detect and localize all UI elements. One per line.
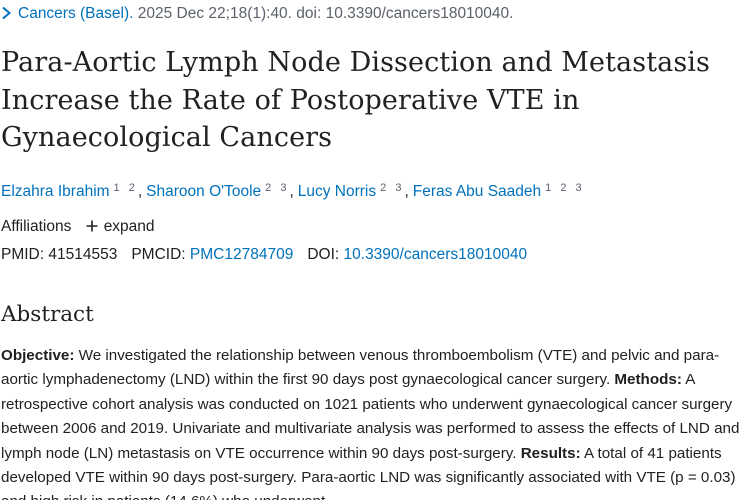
pmid-label: PMID: — [1, 246, 45, 263]
affiliations-row: Affiliations expand — [1, 216, 155, 238]
author-link[interactable]: Elzahra Ibrahim — [1, 183, 110, 200]
author-affiliation-refs[interactable]: 2 3 — [265, 182, 290, 194]
author-link[interactable]: Lucy Norris — [297, 183, 377, 200]
results-label: Results: — [520, 444, 581, 462]
author-link[interactable]: Sharoon O'Toole — [146, 183, 262, 200]
objective-text: We investigated the relationship between… — [1, 347, 720, 389]
doi-label: DOI: — [307, 246, 340, 263]
citation-line: Cancers (Basel). 2025 Dec 22;18(1):40. d… — [1, 4, 513, 24]
journal-link[interactable]: Cancers (Basel). — [18, 5, 134, 22]
plus-icon — [86, 220, 98, 232]
pmid-value: 41514553 — [48, 246, 118, 263]
expand-label: expand — [103, 218, 155, 235]
chevron-right-icon — [2, 6, 12, 20]
expand-affiliations-button[interactable]: expand — [86, 216, 155, 238]
affiliations-label: Affiliations — [1, 218, 72, 235]
author-separator: , — [137, 183, 143, 200]
author-separator: , — [404, 183, 409, 200]
abstract-heading: Abstract — [1, 302, 94, 327]
citation-details: 2025 Dec 22;18(1):40. doi: 10.3390/cance… — [133, 5, 514, 22]
results-text: A total of 41 patients developed VTE wit… — [1, 444, 736, 500]
objective-label: Objective: — [1, 347, 75, 364]
doi-link[interactable]: 10.3390/cancers18010040 — [343, 246, 528, 263]
author-affiliation-refs[interactable]: 2 3 — [380, 182, 405, 194]
methods-label: Methods: — [614, 371, 682, 389]
pmcid-link[interactable]: PMC12784709 — [189, 246, 294, 263]
author-list: Elzahra Ibrahim 1 2, Sharoon O'Toole 2 3, Lu… — [1, 177, 585, 203]
author-separator: , — [289, 183, 294, 200]
identifiers-row: PMID: 41514553 PMCID: PMC12784709 DOI: 10.… — [1, 244, 527, 266]
author-affiliation-refs[interactable]: 1 2 3 — [545, 182, 585, 194]
author-affiliation-refs[interactable]: 1 2 — [113, 182, 138, 194]
methods-text: A retrospective cohort analysis was cond… — [1, 371, 740, 462]
pmcid-label: PMCID: — [131, 246, 186, 263]
abstract-text: Objective: We investigated the relations… — [1, 344, 746, 500]
author-link[interactable]: Feras Abu Saadeh — [412, 183, 542, 200]
article-title: Para-Aortic Lymph Node Dissection and Me… — [1, 47, 711, 153]
